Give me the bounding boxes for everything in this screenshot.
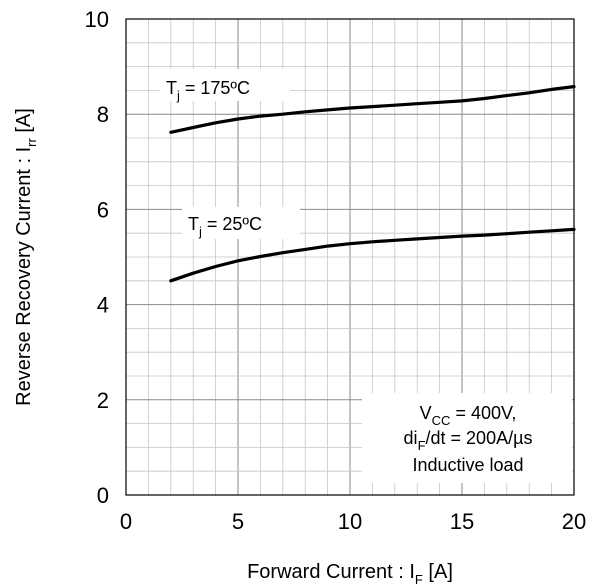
conditions-line-3: Inductive load [412, 455, 523, 475]
y-tick-label: 0 [97, 483, 109, 508]
conditions-line-2: diF/dt = 200A/µs [404, 428, 533, 453]
y-axis-title: Reverse Recovery Current : Irr [A] [13, 108, 39, 406]
series-label-175c-main: T [166, 78, 177, 98]
y-tick-label: 4 [97, 293, 109, 318]
x-tick-label: 15 [450, 509, 474, 534]
conditions-line-1-rest: = 400V, [450, 403, 516, 423]
series-label-25c-rest: = 25ºC [202, 214, 262, 234]
series-label-box-25c [182, 207, 300, 239]
series-label-175c-sub: j [176, 88, 180, 103]
series-label-box-175c [160, 69, 290, 101]
series-label-25c-main: T [188, 214, 199, 234]
y-axis-title-unit: [A] [13, 108, 35, 138]
y-axis-title-sub: rr [24, 138, 39, 147]
x-tick-label: 5 [232, 509, 244, 534]
conditions-line-1: VCC = 400V, [420, 403, 517, 428]
series-label-25c: Tj = 25ºC [188, 214, 262, 239]
series-label-175c: Tj = 175ºC [166, 78, 250, 103]
y-tick-label: 8 [97, 102, 109, 127]
x-tick-labels: 0 5 10 15 20 [120, 509, 586, 534]
y-tick-label: 6 [97, 197, 109, 222]
x-axis-title-unit: [A] [423, 561, 453, 583]
x-tick-label: 20 [562, 509, 586, 534]
x-tick-label: 10 [338, 509, 362, 534]
x-axis-title-sub: F [415, 572, 423, 587]
series-label-25c-sub: j [198, 224, 202, 239]
y-tick-label: 10 [85, 7, 109, 32]
curves [169, 84, 576, 283]
curve-175c [169, 84, 576, 134]
conditions-line-2-rest: /dt = 200A/µs [426, 428, 533, 448]
conditions-box [362, 393, 572, 483]
conditions-line-1-sub: CC [432, 413, 451, 428]
curve-25c [169, 227, 576, 283]
series-label-175c-rest: = 175ºC [180, 78, 250, 98]
x-tick-label: 0 [120, 509, 132, 534]
conditions-line-2-sub: F [418, 438, 426, 453]
x-axis-title: Forward Current : IF [A] [247, 561, 453, 587]
x-axis-title-main: Forward Current : I [247, 561, 415, 583]
conditions-line-1-main: V [420, 403, 432, 423]
conditions-line-2-main: di [404, 428, 418, 448]
y-axis-title-main: Reverse Recovery Current : I [13, 147, 35, 406]
plot-frame [125, 18, 575, 496]
y-tick-label: 2 [97, 388, 109, 413]
y-tick-labels: 0 2 4 6 8 10 [85, 7, 109, 508]
